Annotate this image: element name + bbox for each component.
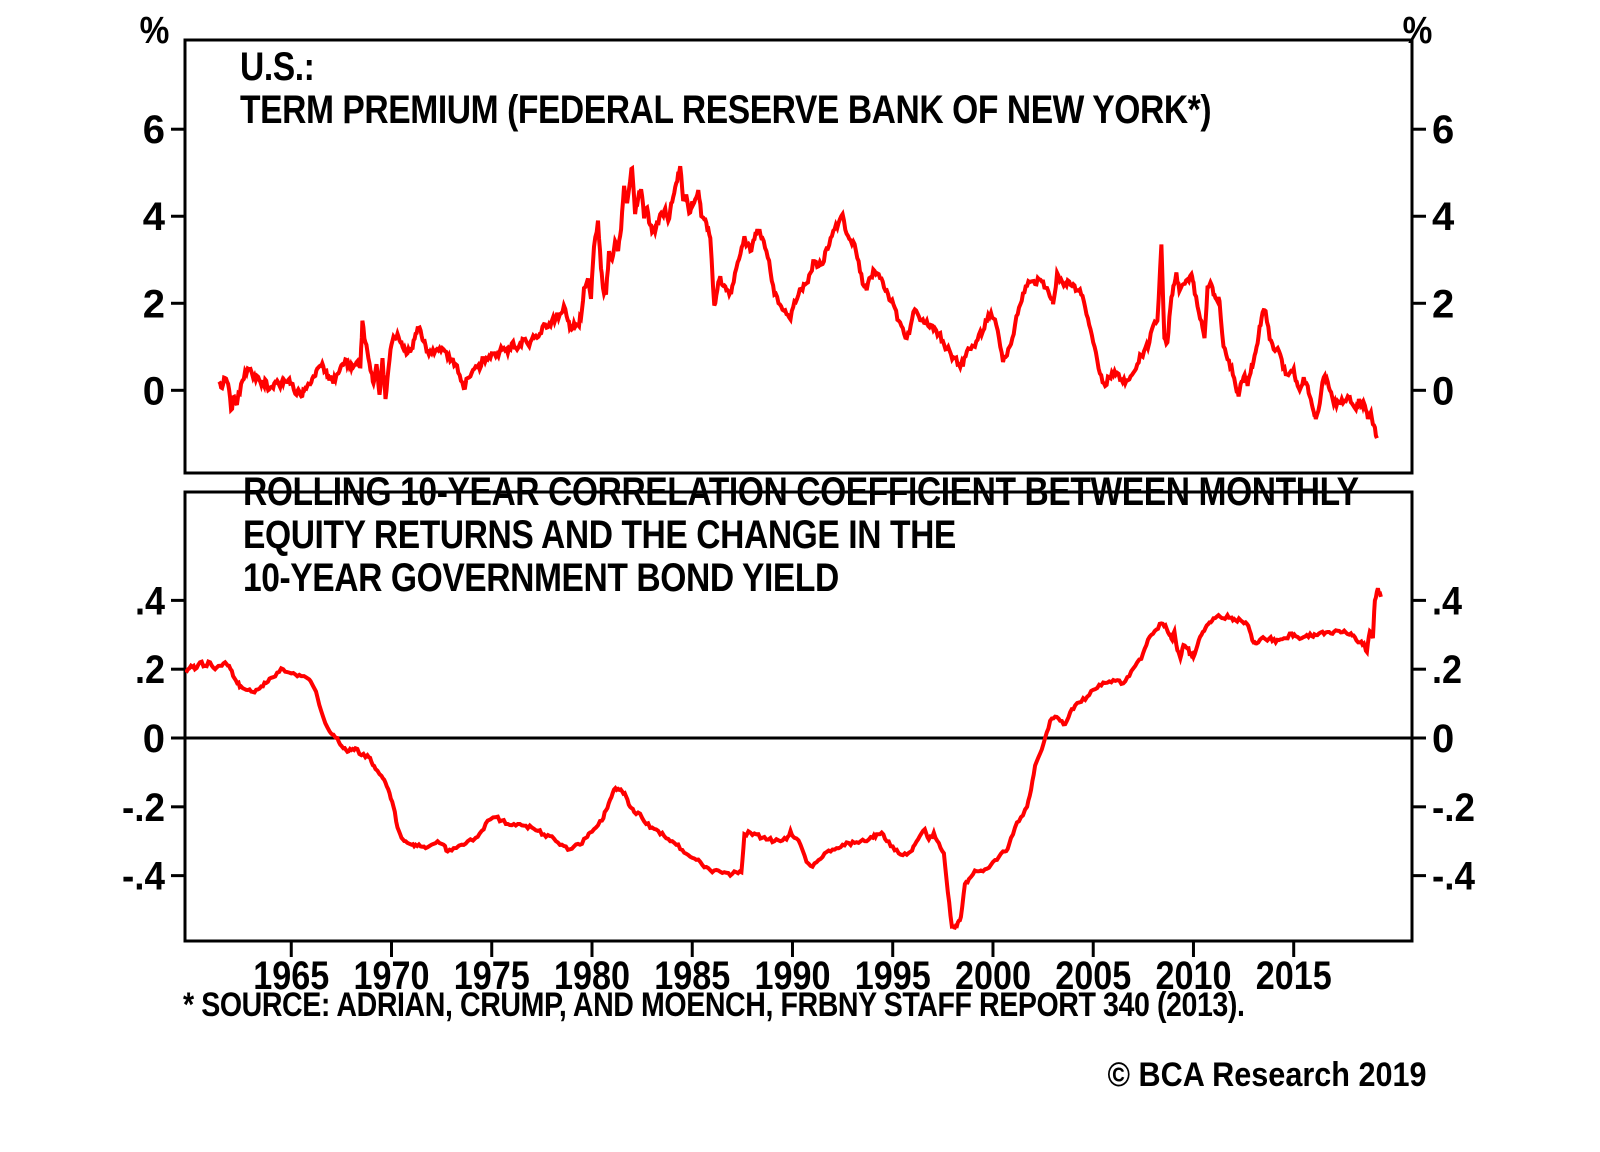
bottom-panel-title-line2: EQUITY RETURNS AND THE CHANGE IN THE: [243, 513, 956, 557]
bottom-panel-title-line1: ROLLING 10-YEAR CORRELATION COEFFICIENT …: [243, 470, 1359, 514]
panel-1-ylabel-right: 6: [1432, 108, 1454, 152]
panel-1-ylabel-left: 6: [143, 108, 165, 152]
panel-1-ylabel-right: 4: [1432, 195, 1455, 239]
x-axis-label: 2015: [1256, 954, 1332, 998]
top-panel-unit-right: %: [1402, 10, 1433, 52]
panel-2-ylabel-right: 0: [1432, 717, 1454, 761]
panel-2-ylabel-right: -.4: [1432, 855, 1476, 899]
x-axis-label: 1965: [253, 954, 329, 998]
panel-2-ylabel-right: .4: [1432, 579, 1463, 623]
panel-1-frame: [183, 38, 1414, 475]
panel-2-ylabel-left: -.2: [122, 786, 165, 830]
top-panel-unit-left: %: [139, 10, 170, 52]
panel-2-ylabel-left: .2: [135, 648, 165, 692]
source-footnote: * SOURCE: ADRIAN, CRUMP, AND MOENCH, FRB…: [183, 986, 1245, 1024]
x-axis-label: 1980: [554, 954, 630, 998]
panel-2-frame: [183, 490, 1414, 943]
top-panel-title: U.S.: TERM PREMIUM (FEDERAL RESERVE BANK…: [240, 45, 1212, 132]
series-term-premium: [217, 164, 1379, 439]
copyright-notice: © BCA Research 2019: [1107, 1056, 1427, 1094]
x-axis-label: 2000: [955, 954, 1031, 998]
panel-2-ylabel-left: 0: [143, 717, 165, 761]
x-axis-label: 2005: [1055, 954, 1131, 998]
x-axis-label: 1985: [654, 954, 730, 998]
bottom-panel-title-line3: 10-YEAR GOVERNMENT BOND YIELD: [243, 556, 839, 600]
panel-1-ylabel-right: 0: [1432, 369, 1454, 413]
x-axis-label: 1970: [354, 954, 430, 998]
x-axis-label: 2010: [1155, 954, 1231, 998]
bottom-panel-title: ROLLING 10-YEAR CORRELATION COEFFICIENT …: [243, 471, 1359, 600]
panel-1-ylabel-left: 2: [143, 282, 165, 326]
top-panel-title-line2: TERM PREMIUM (FEDERAL RESERVE BANK OF NE…: [240, 88, 1212, 132]
top-panel-title-line1: U.S.:: [240, 45, 315, 89]
panel-2-ylabel-right: -.2: [1432, 786, 1475, 830]
panel-2-ylabel-right: .2: [1432, 648, 1462, 692]
panel-1-ylabel-right: 2: [1432, 282, 1454, 326]
panel-1-ylabel-left: 0: [143, 369, 165, 413]
x-axis-label: 1995: [855, 954, 931, 998]
panel-1-ylabel-left: 4: [143, 195, 166, 239]
panel-2-ylabel-left: .4: [135, 579, 166, 623]
x-axis-label: 1990: [754, 954, 830, 998]
series-rolling-correlation: [185, 587, 1383, 930]
panel-2-ylabel-left: -.4: [122, 855, 166, 899]
x-axis-label: 1975: [454, 954, 530, 998]
